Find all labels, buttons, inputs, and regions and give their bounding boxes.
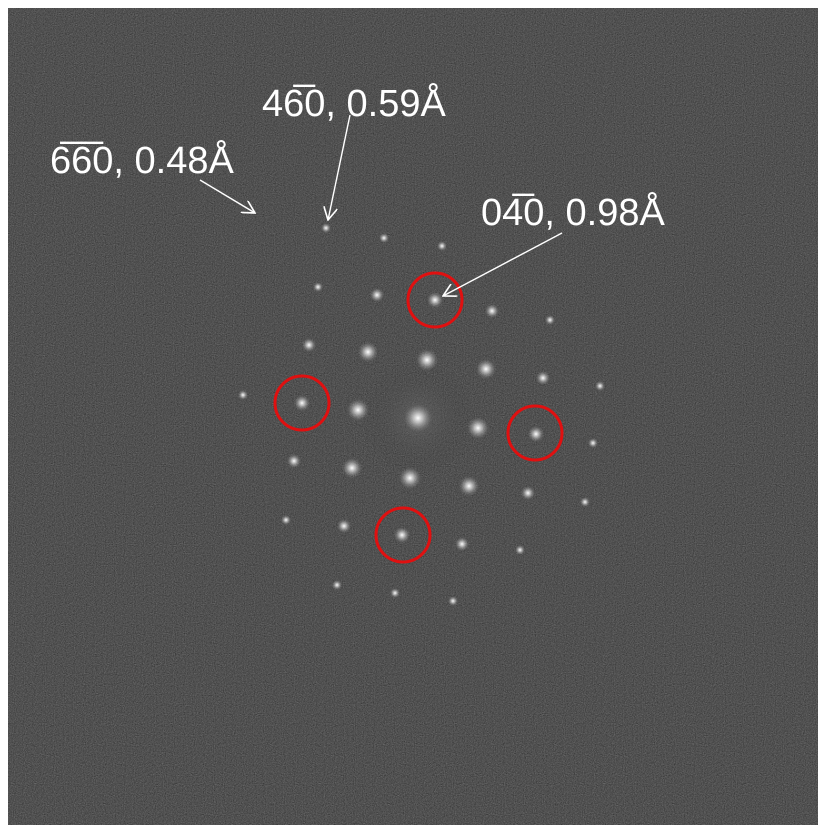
spot bbox=[390, 588, 400, 598]
spot bbox=[476, 359, 496, 379]
spot bbox=[287, 454, 301, 468]
spot bbox=[358, 342, 378, 362]
spot bbox=[437, 241, 447, 251]
spot bbox=[302, 338, 316, 352]
diffraction-figure: 6̅6̅0, 0.48Å 46̅0, 0.59Å 04̅0, 0.98Å bbox=[0, 0, 818, 825]
spot bbox=[467, 417, 489, 439]
label: 6̅6̅0, 0.48Å bbox=[50, 138, 234, 182]
spot bbox=[448, 596, 458, 606]
spot bbox=[545, 315, 555, 325]
spot bbox=[238, 390, 248, 400]
spot bbox=[379, 233, 389, 243]
spot bbox=[281, 515, 291, 525]
spot bbox=[332, 580, 342, 590]
spot bbox=[416, 349, 438, 371]
spot bbox=[321, 223, 331, 233]
spot bbox=[399, 467, 421, 489]
spot bbox=[515, 545, 525, 555]
spot bbox=[485, 304, 499, 318]
spot bbox=[294, 395, 310, 411]
spot bbox=[347, 399, 369, 421]
spot bbox=[370, 288, 384, 302]
spot bbox=[588, 438, 598, 448]
label: 46̅0, 0.59Å bbox=[262, 81, 446, 125]
spot bbox=[455, 537, 469, 551]
spot bbox=[595, 381, 605, 391]
spot bbox=[580, 497, 590, 507]
spot bbox=[394, 527, 410, 543]
spot bbox=[427, 292, 443, 308]
spot bbox=[536, 371, 550, 385]
spot bbox=[521, 486, 535, 500]
spot bbox=[342, 458, 362, 478]
label: 04̅0, 0.98Å bbox=[481, 190, 665, 234]
spot bbox=[313, 282, 323, 292]
spot bbox=[337, 519, 351, 533]
spot bbox=[404, 404, 432, 432]
spot bbox=[459, 476, 479, 496]
spot bbox=[528, 426, 544, 442]
